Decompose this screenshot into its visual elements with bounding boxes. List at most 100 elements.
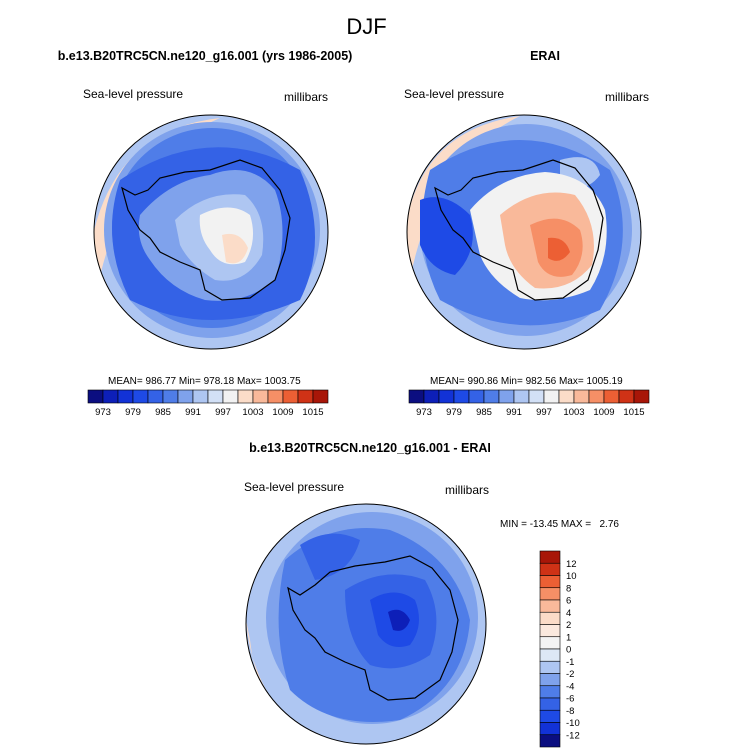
- panel1-colorbar: 973 979 985 991 997 1003 1009 1015: [87, 389, 329, 418]
- figure-title: DJF: [346, 14, 387, 39]
- panel1-colorbar-tick-label: 985: [155, 407, 171, 418]
- panel1-map: [94, 115, 328, 349]
- panel2-colorbar-tick-label: 991: [506, 407, 522, 418]
- panel2-colorbar-swatch: [573, 389, 590, 404]
- panel1-colorbar-swatch: [312, 389, 329, 404]
- panel2-colorbar-swatch: [558, 389, 575, 404]
- panel2-trough: [420, 197, 473, 275]
- panel1-left-label: Sea-level pressure: [83, 87, 184, 101]
- panel1-title: b.e13.B20TRC5CN.ne120_g16.001 (yrs 1986-…: [57, 49, 353, 63]
- panel1-colorbar-swatch: [237, 389, 254, 404]
- panel3-colorbar-swatch: [539, 660, 561, 674]
- panel3-colorbar-tick-label: 12: [566, 559, 577, 570]
- panel1-colorbar-swatch: [147, 389, 164, 404]
- panel1-colorbar-tick-label: 973: [95, 407, 111, 418]
- panel2-colorbar-swatch: [408, 389, 425, 404]
- panel2-colorbar-swatch: [633, 389, 650, 404]
- panel3-colorbar-tick-label: 1: [566, 632, 571, 643]
- panel3-colorbar-swatch: [539, 722, 561, 736]
- panel1-colorbar-swatch: [102, 389, 119, 404]
- panel2-colorbar-swatch: [453, 389, 470, 404]
- panel1-colorbar-swatch: [177, 389, 194, 404]
- panel1-colorbar-swatch: [282, 389, 299, 404]
- panel3-colorbar-tick-label: 10: [566, 571, 577, 582]
- panel3-colorbar-tick-label: -4: [566, 681, 574, 692]
- panel3-colorbar-tick-label: -6: [566, 694, 574, 705]
- panel3-left-label: Sea-level pressure: [244, 480, 345, 494]
- panel2-colorbar-tick-label: 1015: [623, 407, 644, 418]
- panel1-colorbar-tick-label: 1009: [272, 407, 293, 418]
- panel1-colorbar-tick-label: 997: [215, 407, 231, 418]
- panel3-map-border: [245, 503, 487, 745]
- panel3-colorbar-swatch: [539, 673, 561, 687]
- panel3-colorbar-tick-label: -10: [566, 718, 580, 729]
- panel1-plateau-high: [222, 233, 248, 264]
- panel1-colorbar-tick-label: 991: [185, 407, 201, 418]
- panel2-colorbar-tick-label: 997: [536, 407, 552, 418]
- panel2-colorbar-swatch: [603, 389, 620, 404]
- panel1-colorbar-swatch: [132, 389, 149, 404]
- panel3-colorbar-tick-label: 0: [566, 645, 571, 656]
- panel3-colorbar-swatch: [539, 624, 561, 638]
- panel3-colorbar-swatch: [539, 709, 561, 723]
- panel3-colorbar-swatch: [539, 562, 561, 576]
- panel3-low-west: [300, 533, 360, 580]
- panel1-colorbar-swatch: [117, 389, 134, 404]
- panel2-colorbar-tick-label: 985: [476, 407, 492, 418]
- panel1-colorbar-tick-label: 1015: [302, 407, 323, 418]
- panel1-map-border: [93, 114, 329, 350]
- panel3-colorbar-swatch: [539, 575, 561, 589]
- panel3-minimum: [388, 609, 410, 631]
- panel3-colorbar-tick-label: 2: [566, 620, 571, 631]
- panel2-colorbar-tick-label: 973: [416, 407, 432, 418]
- panel2-colorbar-tick-label: 979: [446, 407, 462, 418]
- panel2-colorbar-swatch: [438, 389, 455, 404]
- panel1-coastline: [121, 159, 291, 301]
- panel3-colorbar-swatch: [539, 599, 561, 613]
- panel1-colorbar-swatch: [297, 389, 314, 404]
- panel2-right-label: millibars: [605, 90, 650, 104]
- panel2-colorbar-swatch: [483, 389, 500, 404]
- panel3-colorbar-tick-label: 8: [566, 583, 571, 594]
- panel3-colorbar-tick-label: 4: [566, 608, 571, 619]
- panel1-colorbar-swatch: [267, 389, 284, 404]
- panel2-stats: MEAN= 990.86 Min= 982.56 Max= 1005.19: [430, 376, 623, 387]
- panel3-stats: MIN = -13.45 MAX = 2.76: [500, 519, 619, 530]
- panel2-title: ERAI: [530, 49, 560, 63]
- panel3-colorbar-tick-label: -2: [566, 669, 574, 680]
- panel3-colorbar-tick-label: 6: [566, 596, 571, 607]
- panel2-colorbar-tick-label: 1009: [593, 407, 614, 418]
- panel3-colorbar-swatch: [539, 587, 561, 601]
- panel3-title: b.e13.B20TRC5CN.ne120_g16.001 - ERAI: [249, 441, 491, 455]
- panel3-colorbar-tick-label: -12: [566, 730, 580, 741]
- panel2-colorbar-swatch: [588, 389, 605, 404]
- panel2-colorbar-swatch: [498, 389, 515, 404]
- panel3-colorbar-tick-label: -8: [566, 706, 574, 717]
- panel3-colorbar-swatch: [539, 648, 561, 662]
- panel1-colorbar-tick-label: 1003: [242, 407, 263, 418]
- panel2-left-label: Sea-level pressure: [404, 87, 505, 101]
- panel2-colorbar: 973 979 985 991 997 1003 1009 1015: [408, 389, 650, 418]
- panel1-right-label: millibars: [284, 90, 329, 104]
- panel2-colorbar-swatch: [543, 389, 560, 404]
- panel1-stats: MEAN= 986.77 Min= 978.18 Max= 1003.75: [108, 376, 301, 387]
- panel1-colorbar-swatch: [252, 389, 269, 404]
- panel3-colorbar-swatch: [539, 550, 561, 564]
- panel2-map-border: [406, 114, 642, 350]
- panel3-coastline: [287, 555, 459, 701]
- panel2-map: [407, 115, 641, 349]
- panel2-coastline: [434, 159, 604, 301]
- panel2-colorbar-swatch: [513, 389, 530, 404]
- panel3-colorbar-swatch: [539, 636, 561, 650]
- panel3-map: [246, 504, 486, 744]
- panel1-colorbar-tick-label: 979: [125, 407, 141, 418]
- panel2-colorbar-swatch: [468, 389, 485, 404]
- panel1-colorbar-swatch: [162, 389, 179, 404]
- panel1-colorbar-swatch: [222, 389, 239, 404]
- panel2-colorbar-swatch: [423, 389, 440, 404]
- panel1-colorbar-swatch: [192, 389, 209, 404]
- panel2-colorbar-swatch: [528, 389, 545, 404]
- panel3-right-label: millibars: [445, 483, 490, 497]
